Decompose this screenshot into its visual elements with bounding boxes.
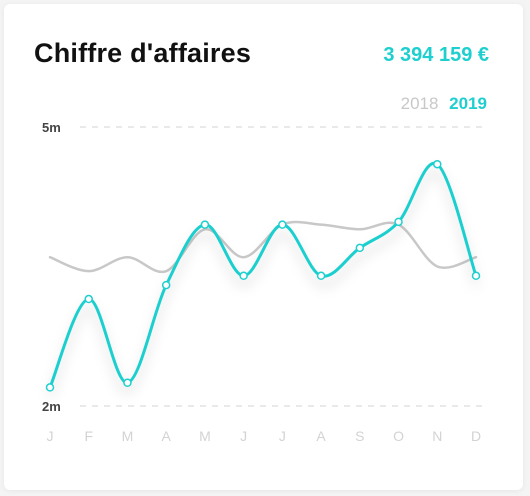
data-point[interactable] (84, 294, 93, 304)
x-tick-label: M (199, 428, 211, 444)
x-tick-label: A (162, 428, 172, 444)
x-tick-label: M (122, 428, 134, 444)
x-tick-label: S (355, 428, 364, 444)
total-value: 3 394 159 € (383, 44, 489, 66)
x-tick-label: F (84, 428, 93, 444)
data-point[interactable] (123, 378, 132, 387)
data-point[interactable] (278, 220, 287, 229)
x-tick-label: A (316, 428, 326, 444)
data-point[interactable] (433, 159, 442, 169)
data-point[interactable] (355, 243, 365, 253)
x-tick-label: J (240, 428, 247, 444)
data-point[interactable] (45, 383, 55, 392)
data-point[interactable] (316, 271, 326, 281)
series-line-2018 (48, 220, 478, 274)
data-point[interactable] (200, 220, 210, 229)
data-point[interactable] (471, 271, 481, 281)
x-tick-label: N (432, 428, 442, 444)
legend-item-2019[interactable]: 2019 (449, 94, 487, 113)
x-tick-label: D (471, 428, 481, 444)
x-tick-label: J (279, 428, 286, 444)
y-tick-label: 5m (42, 120, 61, 135)
chart-legend: 2018 2019 (395, 94, 487, 114)
series-line-2019 (48, 161, 478, 389)
x-tick-label: O (393, 428, 404, 444)
y-tick-label: 2m (42, 399, 61, 414)
data-point[interactable] (394, 217, 403, 227)
x-tick-label: J (47, 428, 54, 444)
data-point[interactable] (239, 271, 248, 281)
data-point[interactable] (161, 280, 171, 290)
legend-item-2018[interactable]: 2018 (400, 94, 439, 113)
card-title: Chiffre d'affaires (34, 38, 252, 68)
